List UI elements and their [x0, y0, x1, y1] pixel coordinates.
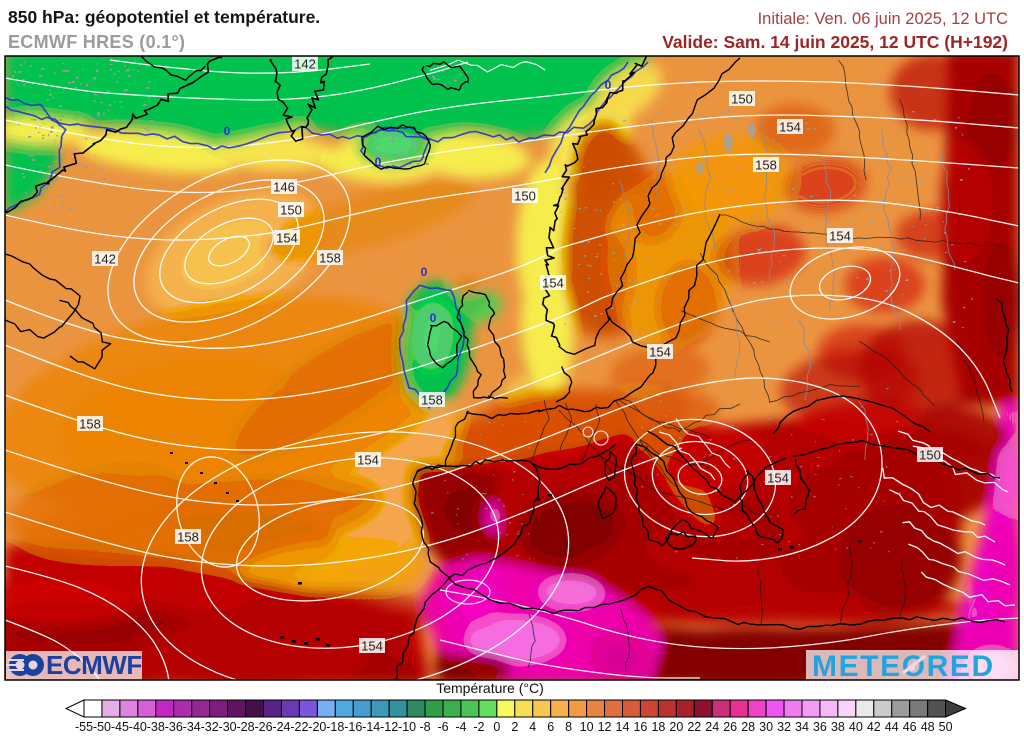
- svg-text:Température (°C): Température (°C): [436, 680, 544, 696]
- svg-text:12: 12: [598, 720, 612, 734]
- svg-text:-45: -45: [111, 720, 129, 734]
- svg-text:-22: -22: [290, 720, 308, 734]
- svg-text:150: 150: [280, 203, 302, 218]
- svg-text:150: 150: [514, 189, 536, 204]
- svg-text:0: 0: [605, 78, 612, 92]
- svg-text:-14: -14: [362, 720, 380, 734]
- svg-text:-32: -32: [201, 720, 219, 734]
- svg-text:2: 2: [511, 720, 518, 734]
- svg-text:158: 158: [421, 393, 443, 408]
- svg-text:0: 0: [375, 155, 382, 169]
- svg-text:-8: -8: [419, 720, 430, 734]
- svg-text:154: 154: [357, 453, 379, 468]
- svg-text:154: 154: [542, 276, 564, 291]
- svg-text:4: 4: [529, 720, 536, 734]
- svg-text:ECMWF: ECMWF: [46, 650, 142, 680]
- svg-text:28: 28: [741, 720, 755, 734]
- svg-text:-50: -50: [93, 720, 111, 734]
- svg-text:18: 18: [651, 720, 665, 734]
- svg-text:154: 154: [829, 229, 851, 244]
- svg-text:-36: -36: [165, 720, 183, 734]
- svg-text:-16: -16: [344, 720, 362, 734]
- svg-text:-26: -26: [254, 720, 272, 734]
- svg-text:22: 22: [687, 720, 701, 734]
- svg-text:20: 20: [669, 720, 683, 734]
- svg-text:36: 36: [813, 720, 827, 734]
- svg-text:158: 158: [79, 417, 101, 432]
- svg-text:46: 46: [903, 720, 917, 734]
- svg-text:158: 158: [755, 158, 777, 173]
- svg-text:38: 38: [831, 720, 845, 734]
- svg-text:-4: -4: [455, 720, 466, 734]
- svg-text:146: 146: [273, 180, 295, 195]
- svg-text:METEORED: METEORED: [812, 650, 995, 683]
- svg-text:48: 48: [921, 720, 935, 734]
- svg-text:-6: -6: [437, 720, 448, 734]
- svg-text:-20: -20: [308, 720, 326, 734]
- svg-text:42: 42: [867, 720, 881, 734]
- svg-text:-28: -28: [237, 720, 255, 734]
- svg-text:6: 6: [547, 720, 554, 734]
- svg-text:150: 150: [919, 448, 941, 463]
- svg-text:154: 154: [767, 471, 789, 486]
- svg-text:150: 150: [731, 92, 753, 107]
- svg-text:0: 0: [421, 265, 428, 279]
- svg-text:8: 8: [565, 720, 572, 734]
- svg-text:24: 24: [705, 720, 719, 734]
- svg-text:-40: -40: [129, 720, 147, 734]
- svg-text:40: 40: [849, 720, 863, 734]
- svg-text:154: 154: [779, 120, 801, 135]
- svg-text:0: 0: [224, 124, 231, 138]
- svg-text:-2: -2: [473, 720, 484, 734]
- svg-text:32: 32: [777, 720, 791, 734]
- svg-text:-34: -34: [183, 720, 201, 734]
- svg-text:-18: -18: [326, 720, 344, 734]
- svg-text:154: 154: [361, 639, 383, 654]
- svg-text:30: 30: [759, 720, 773, 734]
- svg-text:16: 16: [633, 720, 647, 734]
- svg-text:26: 26: [723, 720, 737, 734]
- svg-text:0: 0: [430, 311, 437, 325]
- svg-text:158: 158: [177, 530, 199, 545]
- svg-text:10: 10: [580, 720, 594, 734]
- svg-text:-10: -10: [398, 720, 416, 734]
- svg-text:-12: -12: [380, 720, 398, 734]
- svg-text:-55: -55: [75, 720, 93, 734]
- svg-text:142: 142: [294, 57, 316, 72]
- svg-text:44: 44: [885, 720, 899, 734]
- svg-text:142: 142: [94, 252, 116, 267]
- svg-text:154: 154: [276, 231, 298, 246]
- svg-text:-38: -38: [147, 720, 165, 734]
- svg-text:50: 50: [939, 720, 953, 734]
- svg-text:34: 34: [795, 720, 809, 734]
- svg-text:14: 14: [616, 720, 630, 734]
- svg-text:0: 0: [493, 720, 500, 734]
- svg-text:154: 154: [649, 345, 671, 360]
- svg-text:-30: -30: [219, 720, 237, 734]
- svg-text:158: 158: [319, 251, 341, 266]
- svg-text:-24: -24: [272, 720, 290, 734]
